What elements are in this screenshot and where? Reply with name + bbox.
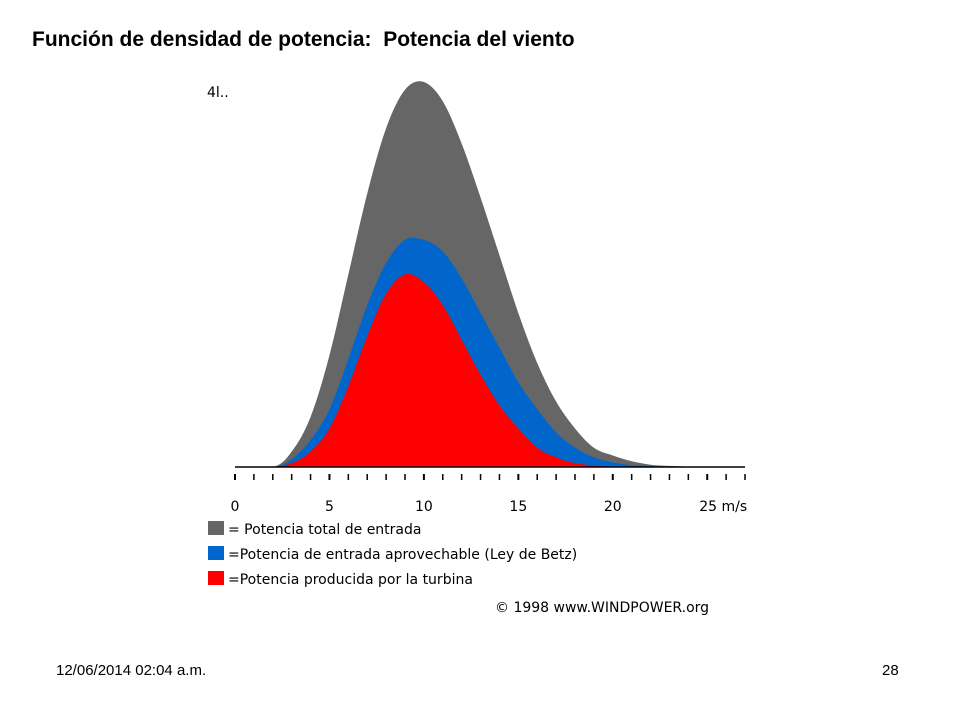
legend-swatch-1 <box>208 521 224 535</box>
legend-label-3: =Potencia producida por la turbina <box>228 572 473 588</box>
legend-swatch-3 <box>208 571 224 585</box>
legend-label-1: = Potencia total de entrada <box>228 522 421 538</box>
x-tick-label-15: 15 <box>509 499 527 515</box>
area-series-3 <box>235 274 745 467</box>
y-axis-top-label: 4l.. <box>207 85 229 101</box>
power-density-chart: 4l.. 0 5 10 15 20 25 m/s = Potencia total de en… <box>207 81 747 616</box>
chart-credit: © 1998 www.WINDPOWER.org <box>495 600 709 616</box>
page-number: 28 <box>882 662 899 679</box>
slide-title: Función de densidad de potencia: Potenci… <box>32 28 575 51</box>
x-tick-label-10: 10 <box>415 499 433 515</box>
legend-swatch-2 <box>208 546 224 560</box>
x-tick-label-0: 0 <box>231 499 240 515</box>
footer-date: 12/06/2014 02:04 a.m. <box>56 662 207 679</box>
legend-label-2: =Potencia de entrada aprovechable (Ley d… <box>228 547 577 563</box>
x-tick-label-5: 5 <box>325 499 334 515</box>
x-tick-label-25: 25 m/s <box>699 499 747 515</box>
x-tick-label-20: 20 <box>604 499 622 515</box>
